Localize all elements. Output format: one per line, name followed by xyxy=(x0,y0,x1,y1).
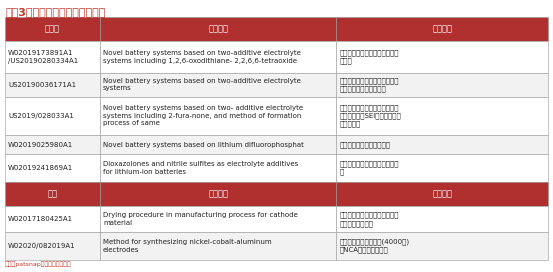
Text: US20190036171A1: US20190036171A1 xyxy=(8,82,76,88)
Text: 增强锂电池寿命和降低成本: 增强锂电池寿命和降低成本 xyxy=(339,141,390,148)
Bar xyxy=(100,232,336,260)
Bar xyxy=(100,41,336,73)
Bar xyxy=(336,206,548,232)
Text: Dioxazolones and nitrile sulfites as electrolyte additives
for lithium-ion batte: Dioxazolones and nitrile sulfites as ele… xyxy=(103,161,298,175)
Text: 解决问题: 解决问题 xyxy=(432,190,452,199)
Bar xyxy=(336,135,548,154)
Text: Novel battery systems based on two-additive electrolyte
systems including 1,2,6-: Novel battery systems based on two-addit… xyxy=(103,50,301,64)
Bar xyxy=(100,97,336,135)
Text: W02017180425A1: W02017180425A1 xyxy=(8,216,73,222)
Bar xyxy=(100,182,336,206)
Bar xyxy=(5,232,100,260)
Text: 来源：patsnap，中泰证券研究所: 来源：patsnap，中泰证券研究所 xyxy=(5,261,72,267)
Text: 专利名称: 专利名称 xyxy=(208,190,228,199)
Bar xyxy=(5,135,100,154)
Bar xyxy=(100,135,336,154)
Text: 碳酸酯、硫酸酯添加剂的使用改
善锂电池性能和循环寿命: 碳酸酯、硫酸酯添加剂的使用改 善锂电池性能和循环寿命 xyxy=(339,77,399,92)
Text: Drying procedure in manufacturing process for cathode
material: Drying procedure in manufacturing proces… xyxy=(103,212,298,226)
Text: 解决问题: 解决问题 xyxy=(432,25,452,34)
Bar xyxy=(336,17,548,41)
Bar xyxy=(100,206,336,232)
Bar xyxy=(336,41,548,73)
Text: 电极: 电极 xyxy=(48,190,58,199)
Bar xyxy=(5,97,100,135)
Text: 图表3：电池技术领域专利汇总表: 图表3：电池技术领域专利汇总表 xyxy=(6,7,106,17)
Bar xyxy=(336,182,548,206)
Bar xyxy=(5,154,100,182)
Text: 提供了一种长循环寿命(4000次)
的NCA电极的制备方案: 提供了一种长循环寿命(4000次) 的NCA电极的制备方案 xyxy=(339,239,409,254)
Bar xyxy=(5,41,100,73)
Bar xyxy=(100,73,336,97)
Bar xyxy=(336,232,548,260)
Bar xyxy=(336,73,548,97)
Text: US2019/028033A1: US2019/028033A1 xyxy=(8,113,74,119)
Text: W02019025980A1: W02019025980A1 xyxy=(8,141,73,148)
Text: Method for synthesizing nickel-cobalt-aluminum
electrodes: Method for synthesizing nickel-cobalt-al… xyxy=(103,239,272,253)
Text: 双添加剂体系，改善锂电池的循
环寿命: 双添加剂体系，改善锂电池的循 环寿命 xyxy=(339,50,399,64)
Bar xyxy=(100,17,336,41)
Bar xyxy=(5,206,100,232)
Text: Novel battery systems based on lithium difluorophosphat: Novel battery systems based on lithium d… xyxy=(103,141,304,148)
Text: 提供了一种快速干燥和去除电极
材料中杂质的方法: 提供了一种快速干燥和去除电极 材料中杂质的方法 xyxy=(339,212,399,227)
Text: 两种添加剂协同提高电池循环寿
命: 两种添加剂协同提高电池循环寿 命 xyxy=(339,161,399,175)
Bar xyxy=(5,17,100,41)
Text: W02020/082019A1: W02020/082019A1 xyxy=(8,243,76,249)
Bar xyxy=(336,97,548,135)
Text: W02019241869A1: W02019241869A1 xyxy=(8,165,73,171)
Text: W02019173891A1
/US20190280334A1: W02019173891A1 /US20190280334A1 xyxy=(8,50,79,64)
Bar xyxy=(336,154,548,182)
Text: Novel battery systems based on two-additive electrolyte
systems: Novel battery systems based on two-addit… xyxy=(103,78,301,91)
Bar xyxy=(5,182,100,206)
Text: Novel battery systems based on two- additive electrolyte
systems including 2-fur: Novel battery systems based on two- addi… xyxy=(103,106,303,126)
Bar xyxy=(5,73,100,97)
Text: 专利名称: 专利名称 xyxy=(208,25,228,34)
Text: 电解液: 电解液 xyxy=(45,25,60,34)
Text: 非水性添加剂抑制电池中气体产
生，形成稳定SEI膜，改善循环
寿命和容量: 非水性添加剂抑制电池中气体产 生，形成稳定SEI膜，改善循环 寿命和容量 xyxy=(339,104,401,127)
Bar xyxy=(100,154,336,182)
